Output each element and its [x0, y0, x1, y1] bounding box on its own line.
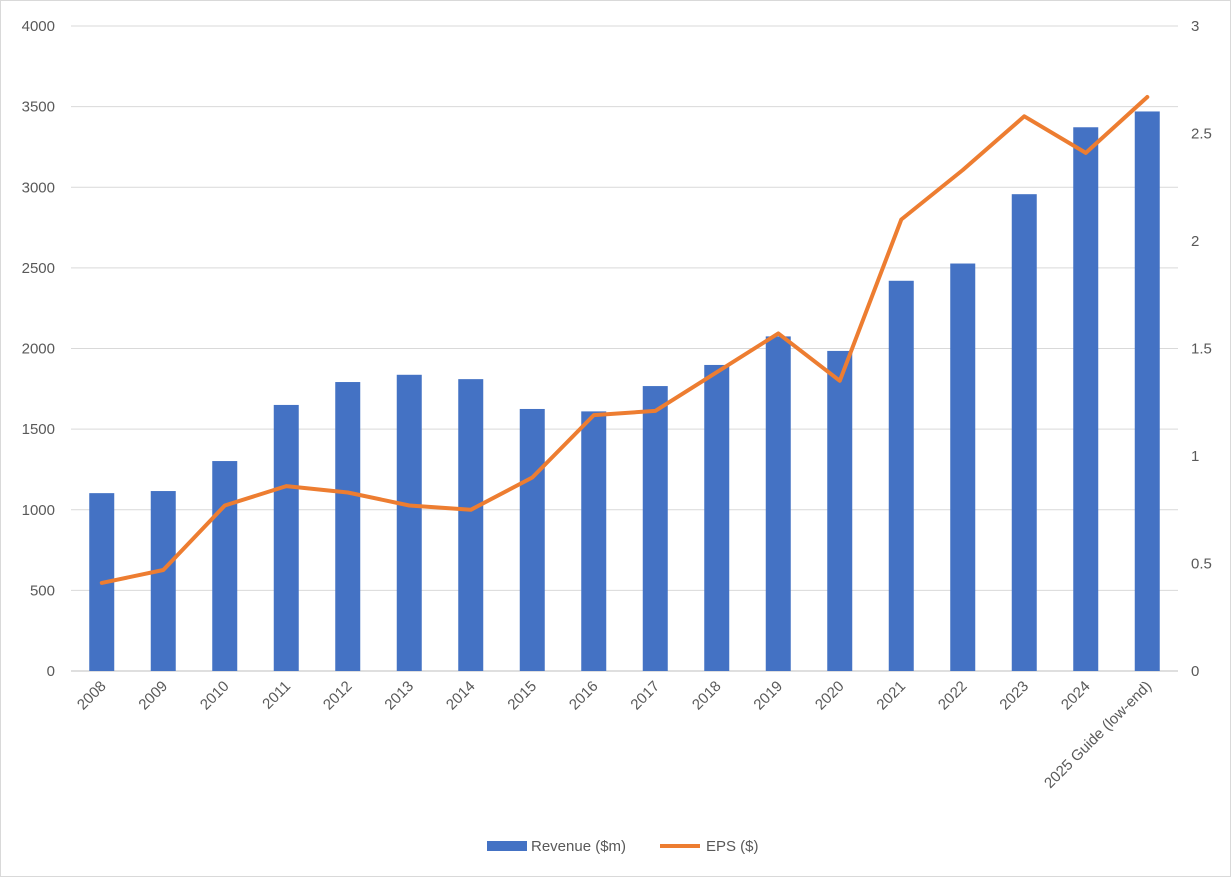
revenue-bar	[581, 411, 606, 671]
revenue-bars	[89, 111, 1160, 671]
left-axis-tick-label: 0	[47, 663, 55, 680]
revenue-bar	[520, 409, 545, 671]
x-axis-tick-label: 2022	[935, 678, 971, 714]
right-axis-tick-label: 0.5	[1191, 556, 1212, 573]
x-axis-tick-label: 2019	[750, 678, 786, 714]
x-axis-tick-label: 2010	[197, 678, 233, 714]
x-axis-tick-label: 2011	[259, 678, 294, 713]
x-axis-tick-label: 2015	[504, 678, 540, 714]
left-axis-tick-label: 2500	[22, 260, 55, 277]
x-axis-tick-label: 2018	[689, 678, 725, 714]
x-axis-tick-label: 2023	[996, 678, 1032, 714]
revenue-bar	[1073, 127, 1098, 671]
right-axis-tick-label: 3	[1191, 18, 1199, 35]
left-axis-tick-label: 1000	[22, 502, 55, 519]
revenue-bar	[827, 351, 852, 671]
x-axis-tick-label: 2016	[566, 678, 602, 714]
left-axis-tick-label: 500	[30, 582, 55, 599]
x-axis-tick-label: 2014	[443, 678, 479, 714]
left-axis-tick-label: 3000	[22, 179, 55, 196]
revenue-bar	[889, 281, 914, 671]
revenue-bar	[458, 379, 483, 671]
revenue-bar	[704, 365, 729, 671]
left-axis-tick-label: 2000	[22, 341, 55, 358]
revenue-bar	[950, 264, 975, 671]
revenue-bar	[1012, 194, 1037, 671]
x-axis-tick-label: 2008	[74, 678, 110, 714]
legend-swatch-revenue	[487, 841, 527, 851]
right-axis-tick-label: 2	[1191, 233, 1199, 250]
left-axis-ticks: 0 500 1000 1500 2000 2500 3000 3500 4000	[22, 18, 55, 680]
revenue-bar	[766, 336, 791, 671]
revenue-bar	[274, 405, 299, 671]
revenue-bar	[1135, 111, 1160, 671]
left-axis-tick-label: 1500	[22, 421, 55, 438]
x-axis-labels: 2008 2009 2010 2011 2012 2013 2014 2015 2016 2017…	[74, 678, 1155, 792]
legend: Revenue ($m) EPS ($)	[487, 838, 759, 855]
left-axis-tick-label: 3500	[22, 99, 55, 116]
right-axis-tick-label: 0	[1191, 663, 1199, 680]
right-axis-tick-label: 2.5	[1191, 126, 1212, 143]
revenue-bar	[151, 491, 176, 671]
x-axis-tick-label: 2024	[1058, 678, 1094, 714]
revenue-bar	[212, 461, 237, 671]
right-axis-ticks: 0 0.5 1 1.5 2 2.5 3	[1191, 18, 1212, 680]
x-axis-tick-label: 2021	[873, 678, 909, 714]
legend-label-eps: EPS ($)	[706, 838, 759, 855]
x-axis-tick-label: 2012	[320, 678, 356, 714]
legend-label-revenue: Revenue ($m)	[531, 838, 626, 855]
revenue-bar	[397, 375, 422, 671]
revenue-bar	[643, 386, 668, 671]
x-axis-tick-label: 2020	[812, 678, 848, 714]
right-axis-tick-label: 1	[1191, 448, 1199, 465]
x-axis-tick-label: 2009	[135, 678, 171, 714]
x-axis-tick-label: 2013	[381, 678, 417, 714]
x-axis-tick-label: 2025 Guide (low-end)	[1041, 678, 1155, 792]
x-axis-tick-label: 2017	[627, 678, 663, 714]
revenue-bar	[335, 382, 360, 671]
right-axis-tick-label: 1.5	[1191, 341, 1212, 358]
left-axis-tick-label: 4000	[22, 18, 55, 35]
